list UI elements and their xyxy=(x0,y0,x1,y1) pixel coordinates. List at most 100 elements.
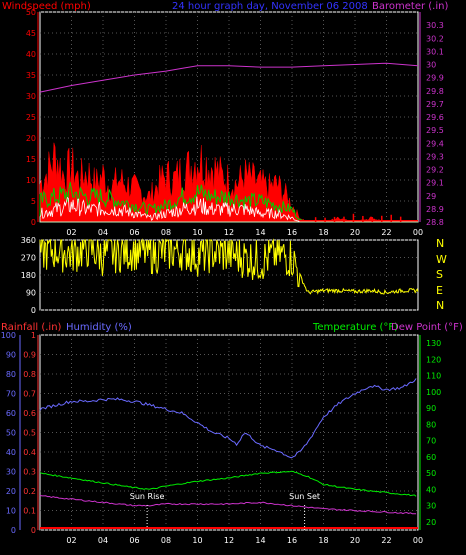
barometer-y-tick-label: 29.4 xyxy=(426,139,444,148)
dewpoint-axis-title: Dew Point (°F) xyxy=(391,322,463,333)
humidity-y-tick-label: 60 xyxy=(6,409,16,418)
rain-y-tick-label: 0.6 xyxy=(23,409,36,418)
direction-y-tick-label: 90 xyxy=(26,289,36,298)
x-tick-label: 06 xyxy=(129,536,139,545)
series: Sun Rise Sun Set xyxy=(39,62,419,530)
barometer-y-tick-label: 30.2 xyxy=(426,34,444,43)
humidity-y-tick-label: 30 xyxy=(6,468,16,477)
rain-y-tick-label: 0.2 xyxy=(23,487,36,496)
wind-y-tick-label: 15 xyxy=(26,155,36,164)
rain-y-tick-label: 0.3 xyxy=(23,468,36,477)
axes: 02 04 06 08 10 12 14 16 18 20 22 000510152025303540… xyxy=(1,8,444,545)
wind-y-tick-label: 0 xyxy=(31,218,36,227)
x-tick-label: 20 xyxy=(350,228,360,237)
temp-y-tick-label: 80 xyxy=(426,420,436,429)
series-dewpoint xyxy=(39,494,417,515)
series-barometer xyxy=(39,62,419,93)
barometer-y-tick-label: 30.3 xyxy=(426,21,444,30)
x-tick-label: 16 xyxy=(287,228,297,237)
rain-y-tick-label: 0.4 xyxy=(23,448,36,457)
x-tick-label: 20 xyxy=(350,536,360,545)
wind-y-tick-label: 45 xyxy=(26,29,36,38)
windspeed-axis-title: Windspeed (mph) xyxy=(2,1,91,12)
barometer-y-tick-label: 29.3 xyxy=(426,152,444,161)
x-tick-label: 04 xyxy=(98,228,108,237)
series-windspeed-low xyxy=(39,196,418,223)
humidity-y-tick-label: 0 xyxy=(11,526,16,535)
direction-y-tick-label: 180 xyxy=(21,271,36,280)
humidity-y-tick-label: 70 xyxy=(6,390,16,399)
humidity-y-tick-label: 50 xyxy=(6,429,16,438)
grid xyxy=(40,11,418,531)
x-tick-label: 18 xyxy=(318,536,328,545)
x-tick-label: 02 xyxy=(66,228,76,237)
barometer-y-tick-label: 29.8 xyxy=(426,87,444,96)
series-temperature xyxy=(39,470,417,497)
temp-y-tick-label: 40 xyxy=(426,485,436,494)
wind-y-tick-label: 30 xyxy=(26,92,36,101)
wind-y-tick-label: 25 xyxy=(26,113,36,122)
barometer-y-tick-label: 29.1 xyxy=(426,179,444,188)
temp-y-tick-label: 30 xyxy=(426,502,436,511)
direction-letter: S xyxy=(436,268,443,281)
x-tick-label: 04 xyxy=(98,536,108,545)
rain-y-tick-label: 0 xyxy=(31,526,36,535)
wind-y-tick-label: 35 xyxy=(26,71,36,80)
wind-y-tick-label: 40 xyxy=(26,50,36,59)
rain-y-tick-label: 0.8 xyxy=(23,370,36,379)
rainfall-axis-title: Rainfall (.in) xyxy=(1,322,62,333)
x-tick-label: 12 xyxy=(224,536,234,545)
rain-y-tick-label: 0.5 xyxy=(23,429,36,438)
temp-y-tick-label: 20 xyxy=(426,518,436,527)
direction-letter: W xyxy=(436,252,447,266)
temp-y-tick-label: 90 xyxy=(426,404,436,413)
temp-y-tick-label: 60 xyxy=(426,453,436,462)
temp-y-tick-label: 100 xyxy=(426,388,441,397)
barometer-y-tick-label: 29.2 xyxy=(426,166,444,175)
direction-y-tick-label: 270 xyxy=(21,254,36,263)
sunrise-label: Sun Rise xyxy=(130,492,165,501)
barometer-y-tick-label: 29.9 xyxy=(426,74,444,83)
temp-y-tick-label: 120 xyxy=(426,355,441,364)
series-wind-direction xyxy=(39,238,419,295)
barometer-y-tick-label: 30 xyxy=(426,61,436,70)
graph-title: 24 hour graph day, November 06 2008 xyxy=(172,1,368,12)
sunset-label: Sun Set xyxy=(289,492,320,501)
barometer-y-tick-label: 30.1 xyxy=(426,47,444,56)
barometer-axis-title: Barometer (.in) xyxy=(372,1,449,12)
barometer-y-tick-label: 29.7 xyxy=(426,100,444,109)
direction-y-tick-label: 360 xyxy=(21,236,36,245)
humidity-y-tick-label: 80 xyxy=(6,370,16,379)
x-tick-label: 14 xyxy=(255,536,265,545)
temp-y-tick-label: 110 xyxy=(426,372,441,381)
x-tick-label: 10 xyxy=(192,228,202,237)
x-tick-label: 08 xyxy=(161,536,171,545)
wind-y-tick-label: 50 xyxy=(26,8,36,17)
series-humidity xyxy=(39,378,417,459)
direction-letter: E xyxy=(436,283,443,297)
humidity-axis-title: Humidity (%) xyxy=(66,322,132,333)
x-tick-label: 22 xyxy=(381,536,391,545)
barometer-y-tick-label: 29 xyxy=(426,192,436,201)
temp-y-tick-label: 70 xyxy=(426,437,436,446)
x-tick-label: 08 xyxy=(161,228,171,237)
direction-letter: N xyxy=(436,299,445,312)
rain-y-tick-label: 0.9 xyxy=(23,351,36,360)
x-tick-label: 02 xyxy=(66,536,76,545)
x-tick-label: 22 xyxy=(381,228,391,237)
humidity-y-tick-label: 100 xyxy=(1,331,16,340)
x-tick-label: 06 xyxy=(129,228,139,237)
x-tick-label: 12 xyxy=(224,228,234,237)
wind-y-tick-label: 5 xyxy=(31,197,36,206)
humidity-y-tick-label: 40 xyxy=(6,448,16,457)
x-tick-label: 00 xyxy=(413,536,423,545)
x-tick-label: 14 xyxy=(255,228,265,237)
temp-y-tick-label: 50 xyxy=(426,469,436,478)
wind-y-tick-label: 10 xyxy=(26,176,36,185)
humidity-y-tick-label: 10 xyxy=(6,507,16,516)
rain-y-tick-label: 0.7 xyxy=(23,390,36,399)
temp-y-tick-label: 130 xyxy=(426,339,441,348)
rain-y-tick-label: 1 xyxy=(31,331,36,340)
x-tick-label: 00 xyxy=(413,228,423,237)
